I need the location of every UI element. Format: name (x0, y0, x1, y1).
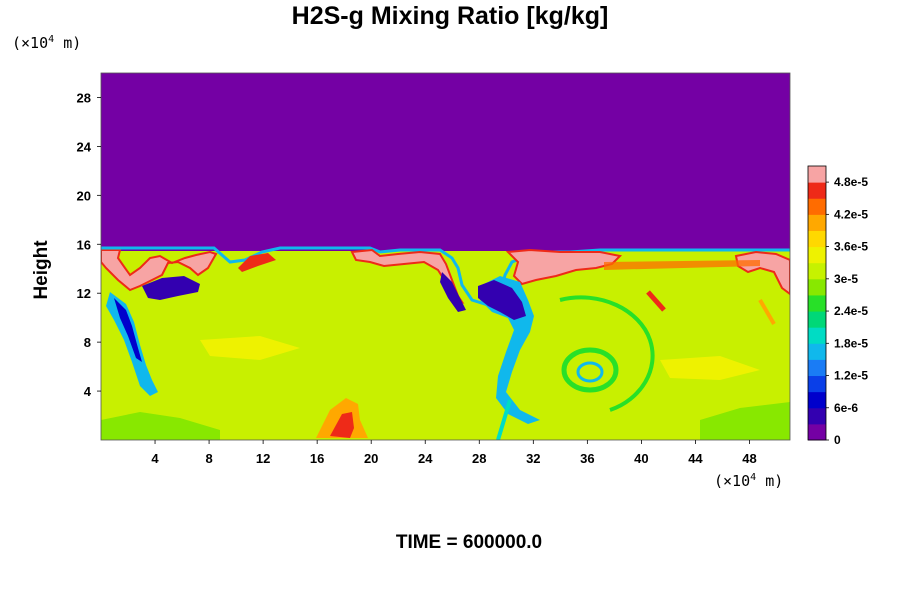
y-tick-label: 24 (77, 139, 92, 154)
colorbar-tick-label: 1.2e-5 (834, 369, 868, 383)
x-unit-suffix: m) (765, 472, 784, 490)
y-tick-label: 12 (77, 286, 91, 301)
colorbar-tick-label: 0 (834, 433, 841, 447)
feature-swirl-green (561, 347, 619, 393)
feature-green-filament (559, 295, 655, 412)
y-tick-label: 28 (77, 90, 91, 105)
colorbar-tick-label: 4.8e-5 (834, 175, 868, 189)
x-ticks: 4 8 12 16 20 24 28 32 36 40 44 48 (151, 440, 757, 466)
interface-red-streak-1 (238, 253, 276, 272)
field-layer (101, 73, 790, 440)
colorbar-tick-label: 2.4e-5 (834, 304, 868, 318)
intrusion-left-plume (142, 276, 200, 300)
colorbar-frame (807, 165, 827, 441)
x-tick-label: 4 (151, 451, 159, 466)
colorbar-segment (808, 166, 826, 183)
feature-swirl-blue (576, 361, 604, 383)
x-tick-label: 8 (205, 451, 212, 466)
colorbar-segment (808, 327, 826, 344)
feature-bottom-red (330, 412, 354, 438)
colorbar-tick-label: 6e-6 (834, 401, 858, 415)
interface-pink-band (101, 249, 218, 292)
colorbar-segment (808, 359, 826, 377)
feature-green-column (496, 399, 512, 440)
intrusion-center-left-core (440, 272, 466, 312)
colorbar-segment (808, 407, 826, 425)
y-tick-label: 8 (84, 335, 91, 350)
colorbar-segment (808, 343, 826, 360)
colorbar-segment (808, 391, 826, 409)
colorbar-tick-label: 4.2e-5 (834, 207, 868, 221)
colorbar-segment (808, 294, 826, 312)
colorbar-segment (808, 198, 826, 215)
colorbar-segment (808, 214, 826, 231)
colorbar-ticks: 0 6e-6 1.2e-5 1.8e-5 2.4e-5 3e-5 3.6e-5 4.2e-5 4… (826, 175, 868, 447)
colorbar (807, 165, 827, 441)
colorbar-tick-label: 1.8e-5 (834, 336, 868, 350)
colorbar-segment (808, 311, 826, 328)
y-ticks: 4 8 12 16 20 24 28 (77, 90, 101, 399)
y-unit-label: (×104 m) (12, 34, 81, 52)
y-tick-label: 16 (77, 237, 91, 252)
x-tick-label: 20 (364, 451, 378, 466)
x-tick-label: 12 (256, 451, 270, 466)
feature-bottom-green (101, 412, 220, 440)
y-tick-label: 20 (77, 188, 91, 203)
feature-yellow-patch-1 (200, 336, 300, 360)
interface-orange-streak (604, 260, 760, 270)
x-tick-label: 16 (310, 451, 324, 466)
x-tick-label: 48 (742, 451, 756, 466)
x-tick-label: 24 (418, 451, 433, 466)
colorbar-segment (808, 262, 826, 280)
colorbar-segment (808, 375, 826, 393)
field-upper-background (101, 73, 790, 251)
y-unit-suffix: m) (63, 34, 82, 52)
y-unit-exponent: 4 (48, 34, 55, 45)
colorbar-segment (808, 246, 826, 264)
chart-title: H2S-g Mixing Ratio [kg/kg] (291, 2, 609, 30)
colorbar-tick-label: 3.6e-5 (834, 240, 868, 254)
interface-pink-patch-2 (505, 248, 623, 286)
colorbar-tick-label: 3e-5 (834, 272, 858, 286)
intrusion-left-core (114, 298, 142, 362)
x-tick-label: 44 (688, 451, 703, 466)
feature-bottom-green-2 (700, 402, 790, 440)
feature-yellow-patch-2 (660, 356, 760, 380)
x-tick-label: 40 (634, 451, 648, 466)
plot-frame (100, 72, 791, 441)
x-unit-prefix: (×10 (714, 472, 751, 490)
intrusion-center-core (478, 280, 526, 320)
feature-orange-streak-2 (758, 298, 776, 326)
colorbar-segment (808, 423, 826, 441)
feature-red-streak-2 (646, 290, 666, 312)
x-tick-label: 32 (526, 451, 540, 466)
colorbar-segment (808, 278, 826, 296)
x-tick-label: 36 (580, 451, 594, 466)
x-unit-label: (×104 m) (714, 472, 783, 490)
y-tick-label: 4 (84, 384, 92, 399)
x-tick-label: 28 (472, 451, 486, 466)
time-label: TIME = 600000.0 (395, 532, 543, 553)
colorbar-segment (808, 230, 826, 248)
colorbar-segment (808, 182, 826, 199)
y-unit-prefix: (×10 (12, 34, 49, 52)
x-unit-exponent: 4 (750, 472, 757, 483)
